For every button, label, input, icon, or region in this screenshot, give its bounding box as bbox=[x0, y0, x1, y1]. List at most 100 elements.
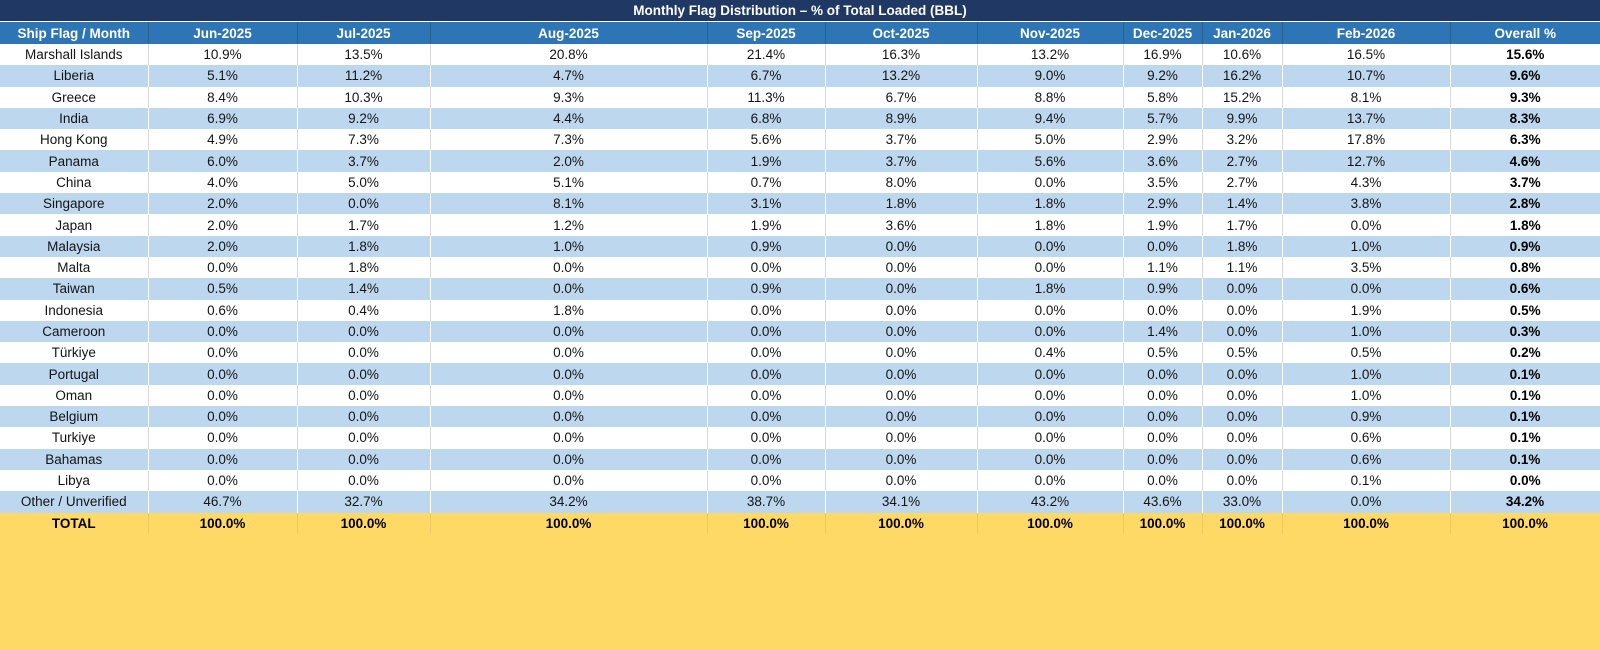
value-cell[interactable]: 6.3% bbox=[1450, 129, 1600, 151]
value-cell[interactable]: 0.0% bbox=[1202, 320, 1283, 343]
flag-name-cell[interactable]: Marshall Islands bbox=[0, 44, 149, 66]
value-cell[interactable]: 8.1% bbox=[1282, 86, 1451, 108]
value-cell[interactable]: 0.6% bbox=[1450, 278, 1600, 300]
value-cell[interactable]: 9.9% bbox=[1202, 107, 1283, 130]
value-cell[interactable]: 34.2% bbox=[430, 491, 708, 513]
value-cell[interactable]: 0.0% bbox=[977, 448, 1124, 470]
value-cell[interactable]: 0.0% bbox=[977, 320, 1124, 343]
value-cell[interactable]: 3.6% bbox=[1123, 150, 1203, 172]
value-cell[interactable]: 0.0% bbox=[707, 256, 826, 279]
value-cell[interactable]: 0.9% bbox=[707, 235, 826, 257]
value-cell[interactable]: 0.0% bbox=[1202, 384, 1283, 407]
value-cell[interactable]: 0.0% bbox=[977, 256, 1124, 279]
value-cell[interactable]: 0.0% bbox=[1282, 278, 1451, 300]
value-cell[interactable]: 10.7% bbox=[1282, 65, 1451, 87]
value-cell[interactable]: 0.0% bbox=[297, 363, 431, 385]
value-cell[interactable]: 0.0% bbox=[1282, 491, 1451, 513]
value-cell[interactable]: 7.3% bbox=[297, 129, 431, 151]
value-cell[interactable]: 5.7% bbox=[1123, 107, 1203, 130]
value-cell[interactable]: 1.8% bbox=[1450, 214, 1600, 236]
value-cell[interactable]: 0.0% bbox=[977, 469, 1124, 492]
value-cell[interactable]: 0.1% bbox=[1450, 363, 1600, 385]
value-cell[interactable]: 0.0% bbox=[297, 469, 431, 492]
flag-name-cell[interactable]: Portugal bbox=[0, 363, 149, 385]
value-cell[interactable]: 0.0% bbox=[430, 406, 708, 428]
value-cell[interactable]: 10.6% bbox=[1202, 44, 1283, 66]
value-cell[interactable]: 2.0% bbox=[148, 214, 298, 236]
value-cell[interactable]: 6.7% bbox=[707, 65, 826, 87]
value-cell[interactable]: 34.1% bbox=[825, 491, 978, 513]
value-cell[interactable]: 0.0% bbox=[1123, 384, 1203, 407]
value-cell[interactable]: 0.0% bbox=[1202, 299, 1283, 321]
value-cell[interactable]: 0.9% bbox=[707, 278, 826, 300]
value-cell[interactable]: 0.0% bbox=[977, 363, 1124, 385]
flag-name-cell[interactable]: Oman bbox=[0, 384, 149, 407]
header-cell-jun-2025[interactable]: Jun-2025 bbox=[148, 21, 298, 44]
value-cell[interactable]: 0.0% bbox=[977, 384, 1124, 407]
value-cell[interactable]: 1.4% bbox=[1123, 320, 1203, 343]
value-cell[interactable]: 0.0% bbox=[430, 363, 708, 385]
value-cell[interactable]: 0.6% bbox=[148, 299, 298, 321]
value-cell[interactable]: 3.7% bbox=[1450, 171, 1600, 194]
value-cell[interactable]: 0.5% bbox=[1450, 299, 1600, 321]
flag-name-cell[interactable]: Malta bbox=[0, 256, 149, 279]
value-cell[interactable]: 0.0% bbox=[430, 320, 708, 343]
value-cell[interactable]: 33.0% bbox=[1202, 491, 1283, 513]
value-cell[interactable]: 1.8% bbox=[297, 256, 431, 279]
value-cell[interactable]: 5.6% bbox=[977, 150, 1124, 172]
value-cell[interactable]: 8.9% bbox=[825, 107, 978, 130]
flag-name-cell[interactable]: Libya bbox=[0, 469, 149, 492]
value-cell[interactable]: 4.0% bbox=[148, 171, 298, 194]
value-cell[interactable]: 100.0% bbox=[430, 512, 708, 534]
value-cell[interactable]: 6.9% bbox=[148, 107, 298, 130]
value-cell[interactable]: 5.1% bbox=[430, 171, 708, 194]
value-cell[interactable]: 0.0% bbox=[707, 427, 826, 449]
value-cell[interactable]: 100.0% bbox=[825, 512, 978, 534]
value-cell[interactable]: 17.8% bbox=[1282, 129, 1451, 151]
value-cell[interactable]: 0.0% bbox=[825, 342, 978, 364]
value-cell[interactable]: 1.7% bbox=[1202, 214, 1283, 236]
value-cell[interactable]: 6.7% bbox=[825, 86, 978, 108]
value-cell[interactable]: 6.8% bbox=[707, 107, 826, 130]
flag-name-cell[interactable]: Hong Kong bbox=[0, 129, 149, 151]
value-cell[interactable]: 1.0% bbox=[430, 235, 708, 257]
value-cell[interactable]: 15.2% bbox=[1202, 86, 1283, 108]
value-cell[interactable]: 0.0% bbox=[825, 278, 978, 300]
value-cell[interactable]: 2.9% bbox=[1123, 193, 1203, 215]
value-cell[interactable]: 0.6% bbox=[1282, 427, 1451, 449]
value-cell[interactable]: 1.0% bbox=[1282, 363, 1451, 385]
header-cell-oct-2025[interactable]: Oct-2025 bbox=[825, 21, 978, 44]
value-cell[interactable]: 100.0% bbox=[1123, 512, 1203, 534]
value-cell[interactable]: 0.0% bbox=[1123, 406, 1203, 428]
value-cell[interactable]: 0.0% bbox=[430, 342, 708, 364]
value-cell[interactable]: 0.0% bbox=[148, 384, 298, 407]
value-cell[interactable]: 0.5% bbox=[1202, 342, 1283, 364]
value-cell[interactable]: 0.0% bbox=[707, 469, 826, 492]
flag-name-cell[interactable]: Singapore bbox=[0, 193, 149, 215]
value-cell[interactable]: 0.0% bbox=[148, 427, 298, 449]
header-cell-jan-2026[interactable]: Jan-2026 bbox=[1202, 21, 1283, 44]
value-cell[interactable]: 0.0% bbox=[707, 384, 826, 407]
value-cell[interactable]: 0.0% bbox=[825, 384, 978, 407]
value-cell[interactable]: 0.3% bbox=[1450, 320, 1600, 343]
flag-name-cell[interactable]: Other / Unverified bbox=[0, 491, 149, 513]
value-cell[interactable]: 9.0% bbox=[977, 65, 1124, 87]
value-cell[interactable]: 1.8% bbox=[297, 235, 431, 257]
value-cell[interactable]: 46.7% bbox=[148, 491, 298, 513]
flag-name-cell[interactable]: Cameroon bbox=[0, 320, 149, 343]
value-cell[interactable]: 2.7% bbox=[1202, 171, 1283, 194]
value-cell[interactable]: 5.8% bbox=[1123, 86, 1203, 108]
total-label-cell[interactable]: TOTAL bbox=[0, 512, 149, 534]
value-cell[interactable]: 0.9% bbox=[1282, 406, 1451, 428]
header-cell-aug-2025[interactable]: Aug-2025 bbox=[430, 21, 708, 44]
value-cell[interactable]: 9.2% bbox=[297, 107, 431, 130]
value-cell[interactable]: 8.1% bbox=[430, 193, 708, 215]
value-cell[interactable]: 0.0% bbox=[825, 320, 978, 343]
value-cell[interactable]: 0.0% bbox=[977, 171, 1124, 194]
value-cell[interactable]: 100.0% bbox=[1282, 512, 1451, 534]
value-cell[interactable]: 0.0% bbox=[148, 448, 298, 470]
value-cell[interactable]: 0.0% bbox=[1450, 469, 1600, 492]
value-cell[interactable]: 0.1% bbox=[1282, 469, 1451, 492]
flag-name-cell[interactable]: China bbox=[0, 171, 149, 194]
value-cell[interactable]: 3.5% bbox=[1282, 256, 1451, 279]
